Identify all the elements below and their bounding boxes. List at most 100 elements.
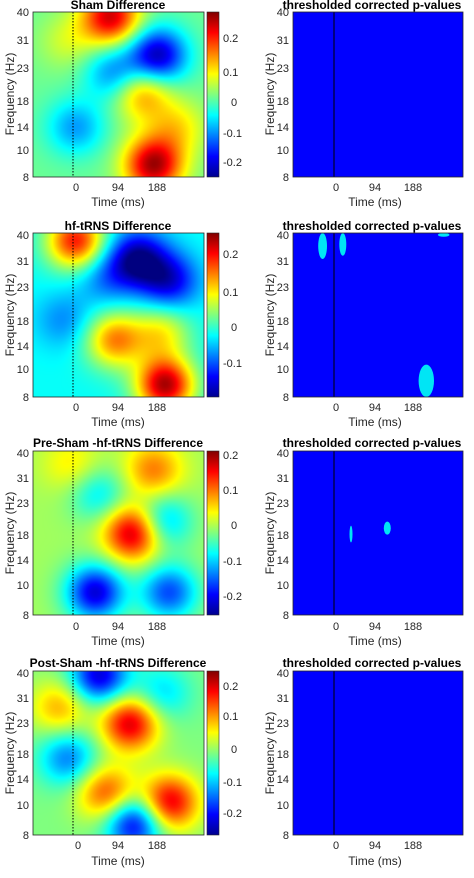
colorbar-tick-label: 0.2 bbox=[223, 33, 238, 45]
y-axis-label: Frequency (Hz) bbox=[263, 53, 277, 136]
y-tick-label: 31 bbox=[17, 693, 29, 705]
x-tick-label: 0 bbox=[333, 840, 339, 852]
y-tick-label: 18 bbox=[277, 316, 289, 328]
y-tick-label: 31 bbox=[17, 256, 29, 268]
heatmap-axes-box bbox=[32, 232, 205, 398]
y-tick-label: 40 bbox=[277, 448, 289, 460]
y-tick-label: 18 bbox=[17, 96, 29, 108]
y-axis-label: Frequency (Hz) bbox=[263, 712, 277, 795]
y-tick-label: 8 bbox=[23, 610, 29, 622]
y-tick-label: 31 bbox=[17, 35, 29, 47]
x-axis-label: Time (ms) bbox=[91, 854, 145, 868]
heatmap-axes-box bbox=[32, 670, 205, 836]
pvalue-map bbox=[293, 12, 463, 177]
pvalue-title: thresholded corrected p-values bbox=[283, 0, 462, 12]
y-tick-label: 40 bbox=[17, 230, 29, 242]
pvalue-axes-box bbox=[292, 11, 464, 178]
colorbar-tick-label: -0.1 bbox=[223, 777, 242, 789]
y-axis-label: Frequency (Hz) bbox=[3, 274, 17, 357]
y-tick-label: 18 bbox=[17, 316, 29, 328]
y-tick-label: 40 bbox=[17, 668, 29, 680]
colorbar-tick-label: 0 bbox=[231, 322, 237, 334]
heatmap-title: Pre-Sham -hf-tRNS Difference bbox=[33, 436, 203, 450]
y-tick-label: 23 bbox=[277, 498, 289, 510]
y-tick-label: 10 bbox=[277, 145, 289, 157]
y-tick-label: 8 bbox=[23, 392, 29, 404]
y-tick-label: 23 bbox=[277, 63, 289, 75]
heatmap-image bbox=[33, 233, 204, 397]
x-tick-label: 188 bbox=[404, 621, 422, 633]
x-tick-label: 94 bbox=[369, 840, 381, 852]
y-tick-label: 10 bbox=[277, 580, 289, 592]
colorbar-tick-label: 0 bbox=[231, 744, 237, 756]
y-tick-label: 8 bbox=[23, 172, 29, 184]
x-tick-label: 94 bbox=[112, 402, 124, 414]
y-tick-label: 18 bbox=[17, 749, 29, 761]
pvalue-axes-box bbox=[292, 232, 464, 398]
y-tick-label: 10 bbox=[17, 580, 29, 592]
y-tick-label: 14 bbox=[17, 774, 29, 786]
y-tick-label: 31 bbox=[277, 35, 289, 47]
heatmap-image bbox=[33, 12, 204, 177]
y-tick-label: 31 bbox=[277, 256, 289, 268]
x-axis-label: Time (ms) bbox=[91, 195, 145, 209]
x-tick-label: 0 bbox=[73, 402, 79, 414]
x-tick-label: 94 bbox=[369, 182, 381, 194]
colorbar bbox=[206, 450, 220, 616]
colorbar-tick-label: 0.2 bbox=[223, 249, 238, 261]
y-tick-label: 23 bbox=[277, 282, 289, 294]
colorbar-tick-label: -0.2 bbox=[223, 157, 242, 169]
x-tick-label: 0 bbox=[333, 402, 339, 414]
y-tick-label: 31 bbox=[17, 473, 29, 485]
y-tick-label: 23 bbox=[17, 282, 29, 294]
colorbar-tick-label: -0.1 bbox=[223, 358, 242, 370]
colorbar-tick-label: 0.1 bbox=[223, 287, 238, 299]
significant-regions bbox=[349, 521, 391, 543]
x-tick-label: 94 bbox=[112, 621, 124, 633]
y-tick-label: 31 bbox=[277, 473, 289, 485]
panel-row-4: Post-Sham -hf-tRNS Difference 8 10 14 18… bbox=[3, 656, 464, 868]
x-tick-label: 94 bbox=[112, 182, 124, 194]
y-tick-label: 40 bbox=[17, 448, 29, 460]
y-tick-label: 14 bbox=[277, 122, 289, 134]
pvalue-title: thresholded corrected p-values bbox=[283, 656, 462, 670]
colorbar-tick-label: -0.2 bbox=[223, 591, 242, 603]
y-tick-label: 23 bbox=[277, 718, 289, 730]
x-tick-label: 0 bbox=[75, 840, 81, 852]
heatmap-title: hf-tRNS Difference bbox=[65, 219, 172, 233]
x-tick-label: 94 bbox=[369, 402, 381, 414]
panel-row-2: hf-tRNS Difference 8 10 14 18 23 31 40 0… bbox=[3, 219, 464, 429]
colorbar-tick-label: 0.2 bbox=[223, 681, 238, 693]
y-axis-label: Frequency (Hz) bbox=[263, 492, 277, 575]
colorbar bbox=[206, 232, 220, 398]
significant-cluster bbox=[349, 525, 353, 543]
y-tick-label: 31 bbox=[277, 693, 289, 705]
pvalue-axes-box bbox=[292, 450, 464, 616]
significant-cluster bbox=[383, 521, 391, 535]
heatmap-axes-box bbox=[32, 11, 205, 178]
colorbar bbox=[206, 670, 220, 836]
x-axis-label: Time (ms) bbox=[348, 634, 402, 648]
x-axis-label: Time (ms) bbox=[348, 195, 402, 209]
significant-cluster bbox=[418, 364, 434, 397]
x-tick-label: 188 bbox=[148, 621, 166, 633]
y-tick-label: 8 bbox=[283, 610, 289, 622]
colorbar-tick-label: 0.1 bbox=[223, 711, 238, 723]
y-axis-label: Frequency (Hz) bbox=[3, 712, 17, 795]
y-tick-label: 8 bbox=[23, 830, 29, 842]
heatmap-image bbox=[33, 451, 204, 615]
x-tick-label: 94 bbox=[369, 621, 381, 633]
colorbar-tick-label: 0 bbox=[231, 97, 237, 109]
x-axis-label: Time (ms) bbox=[348, 415, 402, 429]
y-tick-label: 8 bbox=[283, 830, 289, 842]
pvalue-map bbox=[293, 451, 463, 615]
heatmap-title: Sham Difference bbox=[71, 0, 166, 12]
y-tick-label: 14 bbox=[17, 341, 29, 353]
x-tick-label: 188 bbox=[148, 840, 166, 852]
y-tick-label: 10 bbox=[17, 364, 29, 376]
y-tick-label: 40 bbox=[277, 230, 289, 242]
y-tick-label: 14 bbox=[17, 122, 29, 134]
y-tick-label: 40 bbox=[277, 668, 289, 680]
pvalue-axes-box bbox=[292, 670, 464, 836]
y-tick-label: 23 bbox=[17, 498, 29, 510]
